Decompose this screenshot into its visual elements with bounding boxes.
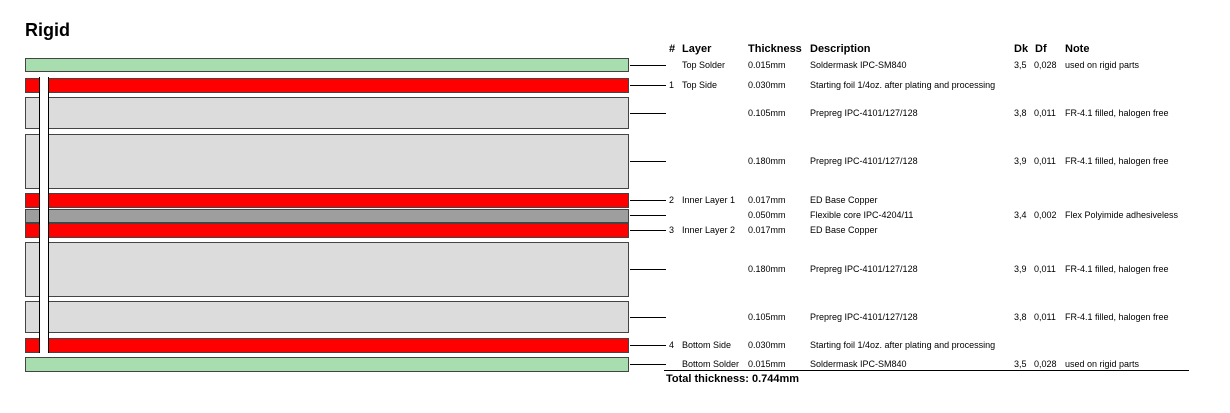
- row-df: 0,011: [1034, 156, 1056, 166]
- row-df: 0,011: [1034, 264, 1056, 274]
- stackup-layer: [25, 209, 629, 223]
- row-dk: 3,9: [1014, 264, 1027, 274]
- stackup-layer: [25, 223, 629, 238]
- row-dk: 3,4: [1014, 210, 1027, 220]
- header-layer: Layer: [682, 43, 712, 55]
- leader-line: [630, 364, 666, 365]
- row-note: Flex Polyimide adhesiveless: [1065, 210, 1179, 220]
- leader-line: [630, 345, 666, 346]
- row-df: 0,028: [1034, 359, 1057, 369]
- header-number: #: [669, 43, 676, 55]
- row-thickness: 0.105mm: [748, 312, 786, 322]
- row-dk: 3,5: [1014, 60, 1027, 70]
- leader-line: [630, 317, 666, 318]
- row-thickness: 0.017mm: [748, 225, 786, 235]
- header-dk: Dk: [1014, 43, 1029, 55]
- header-note: Note: [1065, 43, 1090, 55]
- row-thickness: 0.180mm: [748, 156, 786, 166]
- leader-line: [630, 65, 666, 66]
- row-description: Starting foil 1/4oz. after plating and p…: [810, 80, 996, 90]
- stackup-layer: [25, 193, 629, 208]
- header-df: Df: [1035, 43, 1047, 55]
- row-description: ED Base Copper: [810, 225, 878, 235]
- row-description: Starting foil 1/4oz. after plating and p…: [810, 340, 996, 350]
- leader-line: [630, 200, 666, 201]
- header-thickness: Thickness: [748, 43, 802, 55]
- row-dk: 3,9: [1014, 156, 1027, 166]
- row-thickness: 0.015mm: [748, 60, 786, 70]
- stackup-layer: [25, 58, 629, 72]
- header-description: Description: [810, 43, 871, 55]
- row-note: FR-4.1 filled, halogen free: [1065, 108, 1169, 118]
- row-note: FR-4.1 filled, halogen free: [1065, 264, 1169, 274]
- row-note: used on rigid parts: [1065, 60, 1140, 70]
- row-note: FR-4.1 filled, halogen free: [1065, 156, 1169, 166]
- row-number: 2: [669, 195, 675, 205]
- row-thickness: 0.180mm: [748, 264, 786, 274]
- total-divider: [664, 370, 1189, 371]
- stackup-layer: [25, 242, 629, 297]
- row-description: Soldermask IPC-SM840: [810, 359, 907, 369]
- row-description: ED Base Copper: [810, 195, 878, 205]
- leader-line: [630, 85, 666, 86]
- stackup-layer: [25, 97, 629, 129]
- row-description: Prepreg IPC-4101/127/128: [810, 156, 918, 166]
- row-thickness: 0.050mm: [748, 210, 786, 220]
- row-note: FR-4.1 filled, halogen free: [1065, 312, 1169, 322]
- stackup-layer: [25, 338, 629, 353]
- plated-via: [39, 77, 49, 353]
- stackup-layer: [25, 301, 629, 333]
- row-description: Soldermask IPC-SM840: [810, 60, 907, 70]
- stackup-layer: [25, 78, 629, 93]
- row-description: Prepreg IPC-4101/127/128: [810, 108, 918, 118]
- leader-line: [630, 230, 666, 231]
- stackup-layer: [25, 134, 629, 189]
- row-df: 0,011: [1034, 312, 1056, 322]
- page-title: Rigid: [25, 20, 70, 40]
- row-layer: Bottom Solder: [682, 359, 740, 369]
- row-number: 3: [669, 225, 675, 235]
- row-description: Prepreg IPC-4101/127/128: [810, 264, 918, 274]
- total-thickness: Total thickness: 0.744mm: [666, 373, 800, 385]
- row-thickness: 0.015mm: [748, 359, 786, 369]
- leader-line: [630, 113, 666, 114]
- row-df: 0,002: [1034, 210, 1057, 220]
- row-layer: Top Side: [682, 80, 718, 90]
- stackup-layer: [25, 357, 629, 372]
- row-description: Prepreg IPC-4101/127/128: [810, 312, 918, 322]
- leader-line: [630, 161, 666, 162]
- row-description: Flexible core IPC-4204/11: [810, 210, 914, 220]
- row-number: 4: [669, 340, 675, 350]
- leader-line: [630, 269, 666, 270]
- row-layer: Top Solder: [682, 60, 726, 70]
- row-layer: Inner Layer 1: [682, 195, 736, 205]
- row-df: 0,011: [1034, 108, 1056, 118]
- row-note: used on rigid parts: [1065, 359, 1140, 369]
- row-thickness: 0.105mm: [748, 108, 786, 118]
- row-dk: 3,8: [1014, 108, 1027, 118]
- leader-line: [630, 215, 666, 216]
- row-dk: 3,8: [1014, 312, 1027, 322]
- row-dk: 3,5: [1014, 359, 1027, 369]
- row-layer: Bottom Side: [682, 340, 732, 350]
- row-thickness: 0.030mm: [748, 80, 786, 90]
- row-number: 1: [669, 80, 675, 90]
- row-thickness: 0.030mm: [748, 340, 786, 350]
- row-layer: Inner Layer 2: [682, 225, 736, 235]
- row-df: 0,028: [1034, 60, 1057, 70]
- row-thickness: 0.017mm: [748, 195, 786, 205]
